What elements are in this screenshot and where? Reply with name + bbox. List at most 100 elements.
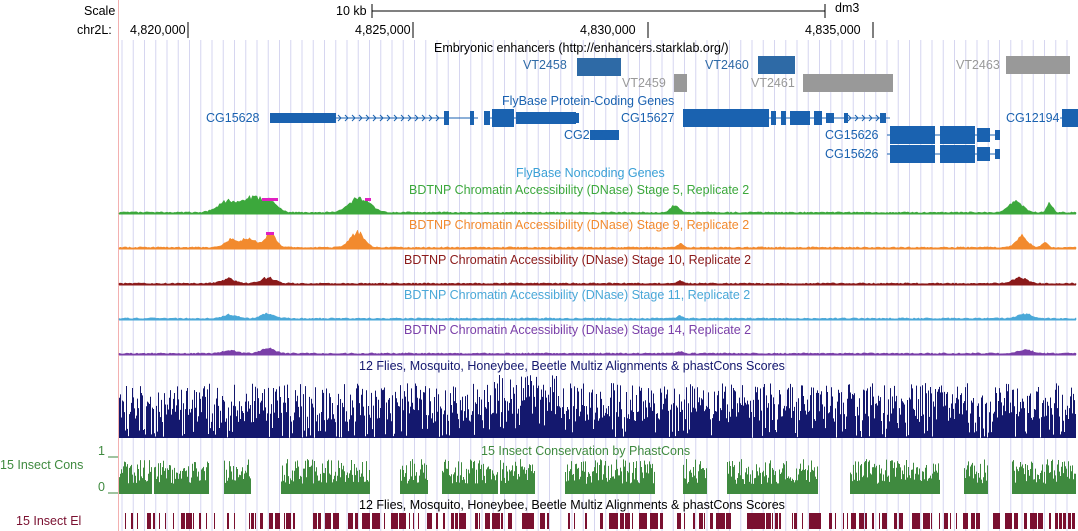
conserved-element xyxy=(492,513,495,529)
conserved-element xyxy=(879,513,880,529)
strand-arrow xyxy=(875,114,880,122)
conserved-element xyxy=(1055,513,1058,529)
scale-label: Scale xyxy=(84,4,116,18)
conserved-element xyxy=(764,513,765,529)
conserved-element xyxy=(894,513,897,529)
conserved-element xyxy=(716,513,720,529)
strand-arrow xyxy=(372,114,377,122)
strand-arrow xyxy=(379,114,384,122)
conserved-element xyxy=(802,513,803,529)
conserved-element xyxy=(418,513,419,529)
conserved-element xyxy=(704,513,705,529)
enhancer-label[interactable]: VT2460 xyxy=(705,58,749,72)
conserved-element xyxy=(318,513,321,529)
gene-label[interactable]: CG15627 xyxy=(621,111,675,125)
conserved-element xyxy=(777,513,778,529)
conserved-element xyxy=(137,513,138,529)
cons-side-label[interactable]: 15 Insect Cons xyxy=(0,458,84,472)
enhancer-track-title[interactable]: Embryonic enhancers (http://enhancers.st… xyxy=(434,41,729,55)
conserved-element xyxy=(286,513,291,529)
conserved-element xyxy=(443,513,445,529)
strand-arrow xyxy=(365,114,370,122)
conserved-element xyxy=(660,513,663,529)
gene-exon xyxy=(781,111,786,125)
conserved-element xyxy=(620,513,624,529)
conserved-element xyxy=(485,513,490,529)
enhancer-label[interactable]: VT2458 xyxy=(523,58,567,72)
noncoding-track-title[interactable]: FlyBase Noncoding Genes xyxy=(516,166,665,180)
conserved-element xyxy=(609,513,614,529)
conserved-element xyxy=(1007,513,1012,529)
conserved-element xyxy=(153,513,155,529)
conserved-element xyxy=(650,513,653,529)
conserved-element xyxy=(585,513,587,529)
conserved-element xyxy=(792,513,793,529)
conserved-element xyxy=(147,513,151,529)
conserved-element xyxy=(475,513,477,529)
dnase-track-title[interactable]: BDTNP Chromatin Accessibility (DNase) St… xyxy=(404,288,751,302)
conserved-element xyxy=(409,513,410,529)
conserved-element xyxy=(944,513,948,529)
dnase-signal xyxy=(118,347,1077,356)
conserved-element xyxy=(923,513,928,529)
gene-exon xyxy=(516,112,576,124)
conserved-element xyxy=(753,513,758,529)
gene-label[interactable]: CG15626 xyxy=(825,147,879,161)
conserved-element xyxy=(372,513,376,529)
gene-exon xyxy=(977,128,990,142)
conserved-element xyxy=(655,513,658,529)
gene-label[interactable]: CG12194 xyxy=(1006,111,1060,125)
gene-exon xyxy=(995,130,1000,140)
conserved-element xyxy=(313,513,317,529)
conserved-element xyxy=(1005,513,1007,529)
conserved-element xyxy=(199,513,201,529)
cons-ymax-label: 1 xyxy=(98,444,105,458)
dnase-signal xyxy=(118,194,1077,215)
conserved-element xyxy=(971,513,975,529)
cons-track-title[interactable]: 15 Insect Conservation by PhastCons xyxy=(481,444,691,458)
elements-side-label[interactable]: 15 Insect El xyxy=(16,514,82,528)
conserved-element xyxy=(234,513,235,529)
conserved-element xyxy=(847,513,848,529)
conserved-element xyxy=(293,513,295,529)
dnase-track-title[interactable]: BDTNP Chromatin Accessibility (DNase) St… xyxy=(409,218,750,232)
conserved-element xyxy=(1068,513,1071,529)
enhancer-label[interactable]: VT2459 xyxy=(622,76,666,90)
conserved-element xyxy=(335,513,336,529)
assembly-label: dm3 xyxy=(835,1,860,15)
strand-arrow xyxy=(407,114,412,122)
dnase-track-title[interactable]: BDTNP Chromatin Accessibility (DNase) St… xyxy=(409,183,750,197)
elements-track-title[interactable]: 12 Flies, Mosquito, Honeybee, Beetle Mul… xyxy=(359,498,785,512)
saturation-mark xyxy=(266,232,274,235)
gene-label[interactable]: CG2976 xyxy=(564,128,611,142)
position-label: 4,830,000 xyxy=(580,23,636,37)
multiz-track xyxy=(119,375,1076,438)
gene-label[interactable]: CG15628 xyxy=(206,111,260,125)
conserved-element xyxy=(193,513,194,529)
conserved-element xyxy=(479,513,480,529)
conserved-element xyxy=(568,513,570,529)
dnase-track-title[interactable]: BDTNP Chromatin Accessibility (DNase) St… xyxy=(404,253,752,267)
saturation-mark xyxy=(365,198,371,201)
conserved-element xyxy=(899,513,902,529)
gene-label[interactable]: CG15626 xyxy=(825,128,879,142)
dnase-track-title[interactable]: BDTNP Chromatin Accessibility (DNase) St… xyxy=(404,323,752,337)
conserved-element xyxy=(206,513,207,529)
enhancer-label[interactable]: VT2463 xyxy=(956,58,1000,72)
gene-track-title[interactable]: FlyBase Protein-Coding Genes xyxy=(502,94,675,108)
conserved-element xyxy=(995,513,1000,529)
position-label: 4,820,000 xyxy=(130,23,186,37)
conserved-element xyxy=(501,513,503,529)
conserved-element xyxy=(391,513,395,529)
strand-arrow xyxy=(351,114,356,122)
conserved-element xyxy=(766,513,771,529)
conserved-element xyxy=(365,513,367,529)
multiz-track-title[interactable]: 12 Flies, Mosquito, Honeybee, Beetle Mul… xyxy=(359,359,785,373)
conserved-element xyxy=(384,513,385,529)
enhancer-label[interactable]: VT2461 xyxy=(751,76,795,90)
conserved-element xyxy=(950,513,951,529)
conserved-element xyxy=(684,513,685,529)
conserved-element xyxy=(939,513,940,529)
